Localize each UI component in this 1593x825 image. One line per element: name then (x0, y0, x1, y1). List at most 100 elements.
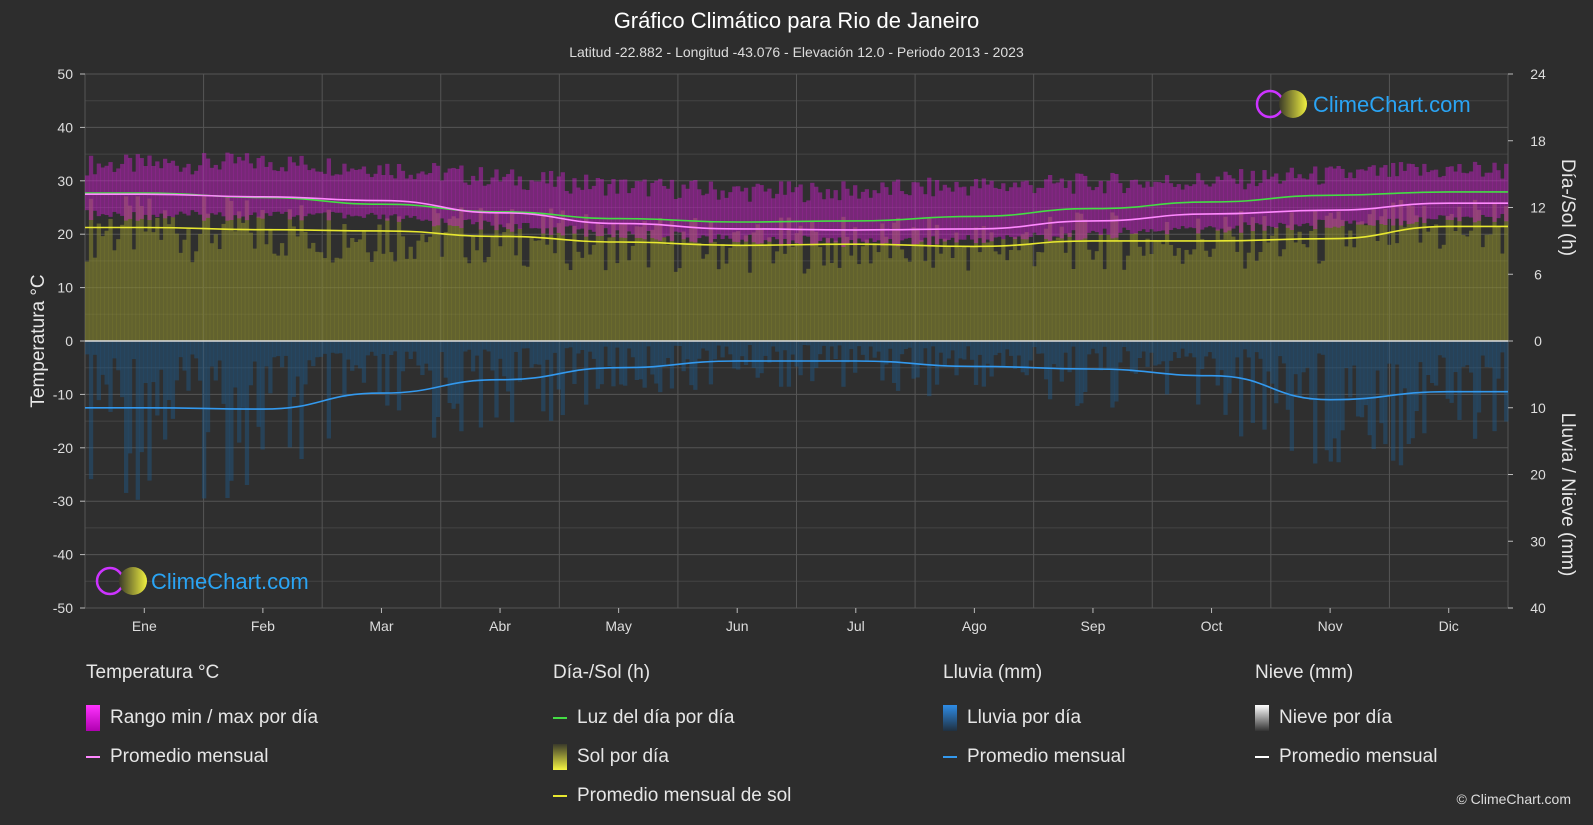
rain-day-bar (470, 341, 476, 372)
sun-day-bar (1480, 247, 1486, 341)
sun-day-bar (853, 227, 858, 341)
sun-day-bar (431, 205, 437, 341)
sun-day-bar (354, 242, 359, 341)
rain-day-bar (377, 341, 382, 393)
rain-day-bar (369, 341, 374, 352)
sun-day-bar (385, 218, 390, 341)
temperature-range-bar (958, 187, 963, 240)
logo-bottom-left: ClimeChart.com (95, 566, 309, 596)
sun-day-bar (1320, 261, 1326, 341)
sun-day-bar (1079, 213, 1084, 341)
rain-day-bar (194, 341, 199, 359)
sun-day-bar (650, 229, 655, 341)
temperature-range-bar (311, 168, 316, 215)
rain-day-bar (1164, 341, 1170, 395)
temperature-range-bar (775, 193, 780, 240)
rain-day-bar (537, 341, 542, 365)
temperature-range-bar (1363, 170, 1369, 224)
x-axis-month-label: Sep (1080, 618, 1105, 634)
rain-day-bar (525, 341, 530, 349)
sun-day-bar (856, 264, 862, 341)
temperature-range-bar (545, 183, 550, 229)
rain-day-bar (513, 341, 519, 352)
rain-day-bar (170, 341, 176, 419)
sun-day-bar (977, 252, 983, 341)
sun-day-bar (1262, 216, 1267, 341)
temperature-range-bar (1469, 171, 1474, 218)
rain-day-bar (587, 341, 593, 352)
sun-day-bar (576, 251, 581, 341)
temperature-range-bar (389, 175, 394, 216)
temperature-range-bar (993, 187, 998, 238)
sun-day-bar (416, 240, 421, 341)
sun-day-bar (829, 262, 834, 341)
temperature-range-bar (673, 199, 678, 232)
rain-day-bar (104, 341, 109, 385)
temperature-range-bar (1437, 177, 1443, 216)
rain-day-bar (548, 341, 554, 421)
temperature-range-bar (334, 174, 339, 213)
rain-day-bar (1418, 341, 1423, 363)
sun-day-bar (1137, 246, 1142, 341)
right-axis-rain-tick-label: 40 (1530, 600, 1546, 616)
temperature-range-bar (747, 201, 753, 235)
rain-day-bar (389, 341, 394, 356)
rain-day-bar (1090, 341, 1096, 349)
rain-day-bar (443, 341, 448, 378)
rain-day-bar (486, 341, 491, 352)
rain-day-bar (1433, 341, 1439, 386)
temperature-range-bar (264, 166, 269, 214)
temperature-range-bar (814, 186, 819, 244)
sun-day-bar (1122, 269, 1127, 341)
temperature-range-bar (1500, 178, 1505, 214)
sun-day-bar (1242, 268, 1248, 341)
sun-day-bar (217, 249, 222, 341)
temperature-range-bar (100, 167, 105, 215)
temperature-range-bar (888, 194, 893, 239)
sun-day-bar (474, 250, 480, 341)
logo-sun-icon (119, 567, 147, 595)
rain-day-bar (1406, 341, 1411, 444)
rain-day-bar (506, 341, 511, 392)
axes: 50 40 30 20 10 0 -10 -20 -30 -40 -50 24 18 12 6 0 10 20 30… (28, 66, 1578, 634)
sun-day-bar (537, 240, 542, 341)
sun-day-bar (1090, 259, 1096, 341)
rain-day-bar (307, 341, 312, 361)
sun-day-bar (712, 241, 717, 341)
sun-day-bar (279, 243, 285, 341)
rain-day-bar (96, 341, 101, 401)
legend-label: Sol por día (577, 745, 669, 767)
x-axis-month-label: Dic (1439, 618, 1459, 634)
sun-day-bar (782, 253, 788, 341)
sun-day-bar (1235, 251, 1240, 341)
temperature-range-bar (385, 163, 390, 221)
temperature-range-bar (381, 174, 386, 215)
temperature-range-bar (1387, 176, 1392, 219)
sun-day-bar (529, 237, 534, 341)
sun-day-bar (654, 223, 659, 341)
rain-day-bar (1133, 341, 1139, 374)
rain-day-bar (1301, 341, 1306, 373)
temperature-range-bar (162, 158, 168, 219)
copyright: © ClimeChart.com (1456, 791, 1571, 807)
rain-day-bar (1044, 341, 1049, 380)
sun-day-bar (283, 255, 289, 341)
sun-day-bar (213, 234, 218, 341)
temperature-range-bar (178, 171, 183, 212)
sun-day-bar (256, 216, 261, 341)
temperature-range-bar (1149, 186, 1154, 230)
temperature-range-bar (611, 179, 616, 238)
rain-day-bar (1484, 341, 1489, 368)
rain-day-bar (888, 341, 893, 349)
temperature-range-bar (1211, 183, 1217, 228)
sun-day-bar (377, 224, 382, 341)
left-axis-tick-label: -40 (53, 547, 73, 563)
sun-day-bar (1469, 230, 1474, 341)
rain-day-bar (720, 341, 725, 358)
rain-day-bar (1305, 341, 1310, 368)
temperature-range-bar (1242, 189, 1248, 223)
rain-day-bar (447, 341, 452, 403)
sun-day-bar (1422, 205, 1427, 341)
temperature-range-bar (564, 191, 569, 227)
sun-day-bar (1504, 206, 1509, 341)
